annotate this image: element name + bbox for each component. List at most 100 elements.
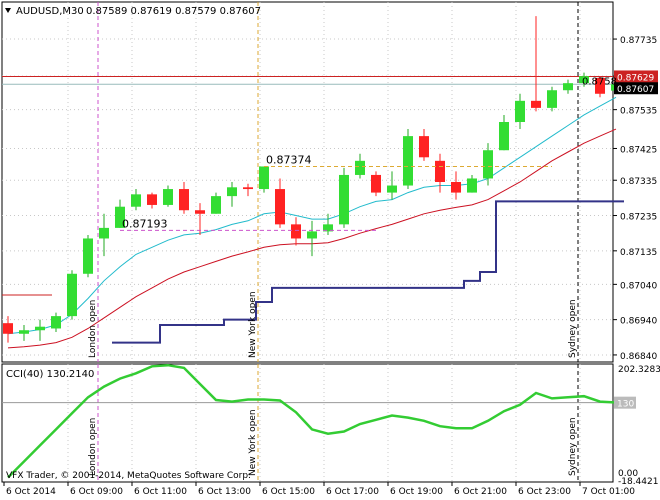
copyright-label: VFX Trader, © 2001-2014, MetaQuotes Soft… <box>6 471 251 481</box>
candle-body <box>435 160 445 182</box>
price-tick-label: 0.87335 <box>620 177 657 187</box>
candle[interactable] <box>355 153 365 179</box>
cci-axis-label: 0.00 <box>618 469 638 479</box>
candle[interactable] <box>51 312 61 332</box>
candle[interactable] <box>579 72 589 87</box>
cci-series-line <box>7 363 617 479</box>
candle-body <box>595 77 605 94</box>
candle[interactable] <box>19 324 29 341</box>
candle-body <box>483 150 493 179</box>
candle[interactable] <box>3 316 13 343</box>
candle[interactable] <box>451 171 461 200</box>
time-tick-label: 6 Oct 15:00 <box>262 487 315 497</box>
ohlc-label: 0.87589 0.87619 0.87579 0.87607 <box>86 6 261 17</box>
candle[interactable] <box>147 192 157 209</box>
time-tick-label: 6 Oct 21:00 <box>454 487 507 497</box>
candle[interactable] <box>387 171 397 200</box>
candle-body <box>451 182 461 193</box>
triangle-down-icon[interactable] <box>5 8 11 13</box>
candle-body <box>499 122 509 151</box>
candle[interactable] <box>339 167 349 228</box>
candle-body <box>307 231 317 239</box>
candle[interactable] <box>291 217 301 246</box>
candle-body <box>147 194 157 205</box>
candle[interactable] <box>99 213 109 257</box>
candle-body <box>83 238 93 274</box>
candle-body <box>35 326 45 331</box>
candle-body <box>275 189 285 225</box>
candle[interactable] <box>307 220 317 257</box>
price-tick-label: 0.87425 <box>620 145 657 155</box>
candle-body <box>579 76 589 84</box>
time-tick-label: 6 Oct 2014 <box>6 487 56 497</box>
cci-session-label-newyork: New York open <box>248 409 258 476</box>
candle[interactable] <box>67 270 77 320</box>
price-tick-label: 0.86940 <box>620 317 657 327</box>
candle[interactable] <box>371 171 381 197</box>
candle-body <box>403 136 413 186</box>
price-tick-label: 0.87735 <box>620 36 657 46</box>
cci-axis-label: 202.3283 <box>618 365 660 375</box>
candle[interactable] <box>163 185 173 207</box>
candle[interactable] <box>131 189 141 211</box>
candle[interactable] <box>211 192 221 214</box>
candle[interactable] <box>275 178 285 228</box>
candle-body <box>563 83 573 91</box>
session-label-newyork: New York open <box>248 291 258 358</box>
candle[interactable] <box>179 182 189 214</box>
candle[interactable] <box>467 174 477 193</box>
cci-title: CCI(40) 130.2140 <box>6 369 94 380</box>
candle[interactable] <box>483 143 493 186</box>
candle-body <box>291 224 301 239</box>
candles[interactable] <box>3 16 621 343</box>
candle[interactable] <box>323 213 333 235</box>
time-tick-label: 6 Oct 13:00 <box>198 487 251 497</box>
candle[interactable] <box>563 79 573 94</box>
price-panel-frame <box>1 1 614 363</box>
price-lines <box>2 75 613 296</box>
time-tick-label: 6 Oct 23:00 <box>518 487 571 497</box>
candle[interactable] <box>531 16 541 112</box>
cci-panel[interactable]: London open New York open Sydney open CCI(… <box>1 363 617 483</box>
candle[interactable] <box>83 234 93 278</box>
candle-body <box>371 174 381 193</box>
candle-body <box>67 273 77 317</box>
time-tick-label: 6 Oct 19:00 <box>390 487 443 497</box>
candle[interactable] <box>115 199 125 228</box>
price-panel[interactable]: 0.87374 0.87193 London open New York open S… <box>1 1 624 363</box>
cci-line <box>7 363 617 479</box>
stair-line <box>112 200 624 344</box>
cci-panel-frame <box>1 363 614 483</box>
candle-body <box>547 90 557 108</box>
candle[interactable] <box>243 183 253 197</box>
candle[interactable] <box>403 129 413 190</box>
candle[interactable] <box>435 153 445 193</box>
time-tick-label: 6 Oct 11:00 <box>134 487 187 497</box>
ask-price-label: 0.87629 <box>617 73 654 83</box>
candle[interactable] <box>547 86 557 112</box>
session-labels: London open New York open Sydney open <box>88 291 578 358</box>
candle[interactable] <box>515 93 525 130</box>
candle-body <box>339 174 349 225</box>
bid-price-label: 0.87607 <box>617 85 654 95</box>
candle[interactable] <box>227 182 237 207</box>
candle-body <box>195 210 205 214</box>
candle[interactable] <box>259 166 269 193</box>
candle-body <box>419 136 429 158</box>
candle[interactable] <box>195 203 205 235</box>
candle-body <box>467 178 477 193</box>
time-tick-label: 6 Oct 17:00 <box>326 487 379 497</box>
cci-level-label: 130 <box>617 400 634 410</box>
price-tick-label: 0.87135 <box>620 248 657 258</box>
candle[interactable] <box>419 129 429 161</box>
candle-body <box>243 187 253 190</box>
session-label-sydney: Sydney open <box>568 299 578 358</box>
chart-header: AUDUSD,M30 0.87589 0.87619 0.87579 0.876… <box>5 6 261 17</box>
candle[interactable] <box>499 114 509 151</box>
candle[interactable] <box>35 319 45 341</box>
price-tick-label: 0.87235 <box>620 213 657 223</box>
candle[interactable] <box>595 76 605 98</box>
cci-session-markers <box>97 364 579 482</box>
